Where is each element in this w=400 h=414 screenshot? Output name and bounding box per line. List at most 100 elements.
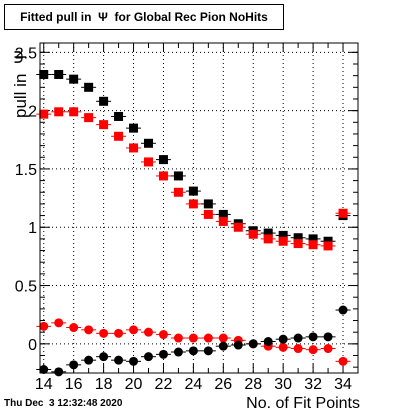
data-point-square xyxy=(54,69,64,79)
data-point-square xyxy=(158,171,168,181)
data-point-square xyxy=(69,74,79,84)
data-point-circle xyxy=(114,328,124,338)
x-tick-label: 18 xyxy=(95,376,113,393)
x-tick-label: 20 xyxy=(125,376,143,393)
data-point-square xyxy=(218,209,228,219)
data-point-square xyxy=(84,113,94,123)
x-tick-label: 22 xyxy=(155,376,173,393)
data-point-circle xyxy=(248,339,258,349)
data-point-circle xyxy=(338,356,348,366)
data-point-circle xyxy=(203,346,213,356)
data-point-square xyxy=(248,229,258,239)
data-point-circle xyxy=(278,342,288,352)
data-point-square xyxy=(203,209,213,219)
y-tick-label: 2.5 xyxy=(15,45,37,62)
data-point-square xyxy=(218,216,228,226)
data-point-square xyxy=(158,155,168,165)
x-tick-label: 30 xyxy=(274,376,292,393)
data-point-circle xyxy=(99,352,109,362)
data-point-circle xyxy=(173,333,183,343)
data-point-circle xyxy=(263,337,273,347)
x-tick-label: 34 xyxy=(334,376,352,393)
data-point-square xyxy=(99,120,109,130)
data-point-circle xyxy=(323,344,333,354)
data-point-square xyxy=(308,240,318,250)
data-point-square xyxy=(129,143,139,153)
data-point-circle xyxy=(293,333,303,343)
data-point-square xyxy=(54,107,64,117)
x-tick-label: 14 xyxy=(35,376,53,393)
data-point-circle xyxy=(69,360,79,370)
data-point-circle xyxy=(99,328,109,338)
x-tick-label: 32 xyxy=(304,376,322,393)
data-point-circle xyxy=(173,347,183,357)
data-point-circle xyxy=(129,356,139,366)
data-point-square xyxy=(278,236,288,246)
data-point-circle xyxy=(129,325,139,335)
data-point-circle xyxy=(233,340,243,350)
y-tick-label: 0.5 xyxy=(15,279,37,296)
data-point-circle xyxy=(69,323,79,333)
data-point-square xyxy=(278,230,288,240)
x-tick-label: 26 xyxy=(214,376,232,393)
data-point-square xyxy=(308,234,318,244)
data-point-circle xyxy=(308,345,318,355)
y-tick-label: 1 xyxy=(28,220,37,237)
data-point-circle xyxy=(308,332,318,342)
data-point-square xyxy=(173,187,183,197)
timestamp: Thu Dec 3 12:32:48 2020 xyxy=(4,398,123,409)
data-point-square xyxy=(263,228,273,238)
data-point-square xyxy=(39,109,49,119)
data-point-square xyxy=(84,82,94,92)
data-point-circle xyxy=(143,327,153,337)
data-point-square xyxy=(293,239,303,249)
y-tick-label: 2 xyxy=(28,104,37,121)
x-axis-label: No. of Fit Points xyxy=(246,395,360,412)
data-point-square xyxy=(188,199,198,209)
data-point-square xyxy=(338,208,348,218)
data-point-circle xyxy=(84,355,94,365)
data-point-circle xyxy=(158,349,168,359)
data-point-circle xyxy=(338,305,348,315)
data-point-square xyxy=(99,96,109,106)
x-tick-label: 16 xyxy=(65,376,83,393)
axis-ticks: 14 16 18 20 22 24 26 28 30 32 34 0 0.5 1 1.5 2 2.5 xyxy=(15,43,359,393)
data-point-square xyxy=(39,69,49,79)
x-tick-label: 28 xyxy=(244,376,262,393)
data-point-circle xyxy=(278,334,288,344)
y-axis-label: pull in Ψ xyxy=(11,49,30,118)
data-point-square xyxy=(69,107,79,117)
data-point-square xyxy=(143,157,153,167)
data-point-square xyxy=(323,241,333,251)
data-point-circle xyxy=(114,355,124,365)
data-point-circle xyxy=(54,367,64,377)
data-point-square xyxy=(263,234,273,244)
data-point-circle xyxy=(188,333,198,343)
data-point-square xyxy=(203,199,213,209)
data-point-square xyxy=(323,236,333,246)
grid-lines xyxy=(40,43,358,373)
chart-title: Fitted pull in Ψ for Global Rec Pion NoH… xyxy=(4,4,284,30)
data-point-circle xyxy=(39,365,49,375)
data-point-square xyxy=(114,111,124,121)
data-point-circle xyxy=(293,344,303,354)
data-point-square xyxy=(293,233,303,243)
data-point-circle xyxy=(143,352,153,362)
plot-frame xyxy=(39,42,359,374)
data-point-circle xyxy=(54,318,64,328)
data-point-square xyxy=(143,138,153,148)
data-point-circle xyxy=(218,341,228,351)
data-point-circle xyxy=(218,333,228,343)
data-point-square xyxy=(188,186,198,196)
data-point-circle xyxy=(158,330,168,340)
data-point-circle xyxy=(39,321,49,331)
data-point-square xyxy=(114,131,124,141)
x-tick-label: 24 xyxy=(184,376,202,393)
data-markers xyxy=(36,69,351,377)
data-point-circle xyxy=(203,333,213,343)
data-point-circle xyxy=(323,332,333,342)
data-point-square xyxy=(233,222,243,232)
y-tick-label: 0 xyxy=(28,337,37,354)
data-point-square xyxy=(173,171,183,181)
